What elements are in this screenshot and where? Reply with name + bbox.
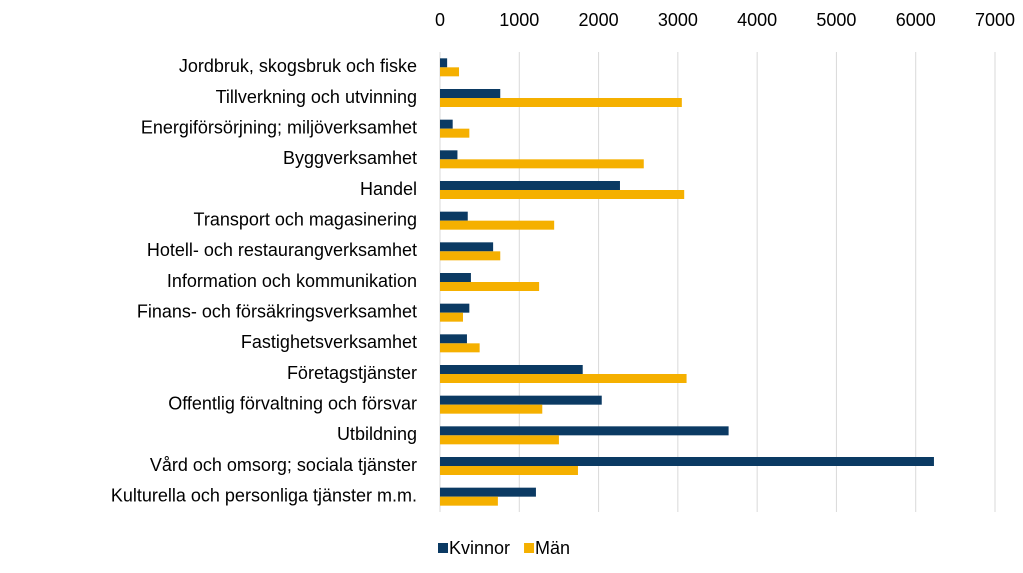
y-tick-label: Jordbruk, skogsbruk och fiske [179, 56, 417, 76]
bar [440, 312, 463, 322]
x-tick-label: 5000 [816, 10, 856, 30]
bar [440, 273, 471, 282]
y-tick-label: Företagstjänster [287, 363, 417, 383]
bar [440, 496, 498, 506]
bar [440, 220, 555, 230]
y-tick-label: Hotell- och restaurangverksamhet [147, 240, 417, 260]
x-tick-label: 0 [435, 10, 445, 30]
bar [440, 282, 540, 291]
bar [440, 435, 559, 445]
bar [440, 487, 536, 497]
bar [440, 150, 458, 160]
bar [440, 58, 448, 68]
x-tick-label: 2000 [579, 10, 619, 30]
bar [440, 89, 501, 98]
legend-swatch [524, 543, 535, 553]
bar [440, 334, 467, 344]
bar [440, 119, 453, 129]
y-tick-label: Offentlig förvaltning och försvar [168, 393, 417, 413]
legend-label: Män [535, 538, 570, 558]
y-tick-label: Finans- och försäkringsverksamhet [137, 301, 417, 321]
bar [440, 190, 685, 199]
bar [440, 466, 578, 475]
bar [440, 374, 687, 383]
bar [440, 343, 480, 353]
bar [440, 457, 934, 466]
y-tick-label: Byggverksamhet [283, 148, 417, 168]
bar [440, 211, 468, 221]
bar [440, 404, 543, 414]
y-tick-label: Utbildning [337, 424, 417, 444]
bar [440, 159, 644, 169]
bar [440, 181, 620, 190]
bar [440, 251, 501, 261]
y-tick-label: Tillverkning och utvinning [216, 87, 417, 107]
y-tick-label: Transport och magasinering [194, 209, 417, 229]
bar [440, 242, 494, 252]
x-tick-label: 3000 [658, 10, 698, 30]
y-tick-label: Kulturella och personliga tjänster m.m. [111, 485, 417, 505]
y-tick-label: Energiförsörjning; miljöverksamhet [141, 117, 417, 137]
bar [440, 98, 682, 107]
y-tick-label: Handel [360, 179, 417, 199]
x-tick-label: 4000 [737, 10, 777, 30]
bar [440, 395, 602, 405]
y-tick-label: Information och kommunikation [167, 271, 417, 291]
bar [440, 67, 460, 77]
y-tick-label: Vård och omsorg; sociala tjänster [150, 455, 417, 475]
bar [440, 303, 470, 313]
x-tick-label: 6000 [896, 10, 936, 30]
x-tick-label: 1000 [499, 10, 539, 30]
bar [440, 128, 470, 138]
bar [440, 426, 729, 436]
y-tick-label: Fastighetsverksamhet [241, 332, 417, 352]
legend-swatch [438, 543, 448, 553]
bar [440, 365, 583, 374]
legend-label: Kvinnor [449, 538, 510, 558]
x-tick-label: 7000 [975, 10, 1015, 30]
